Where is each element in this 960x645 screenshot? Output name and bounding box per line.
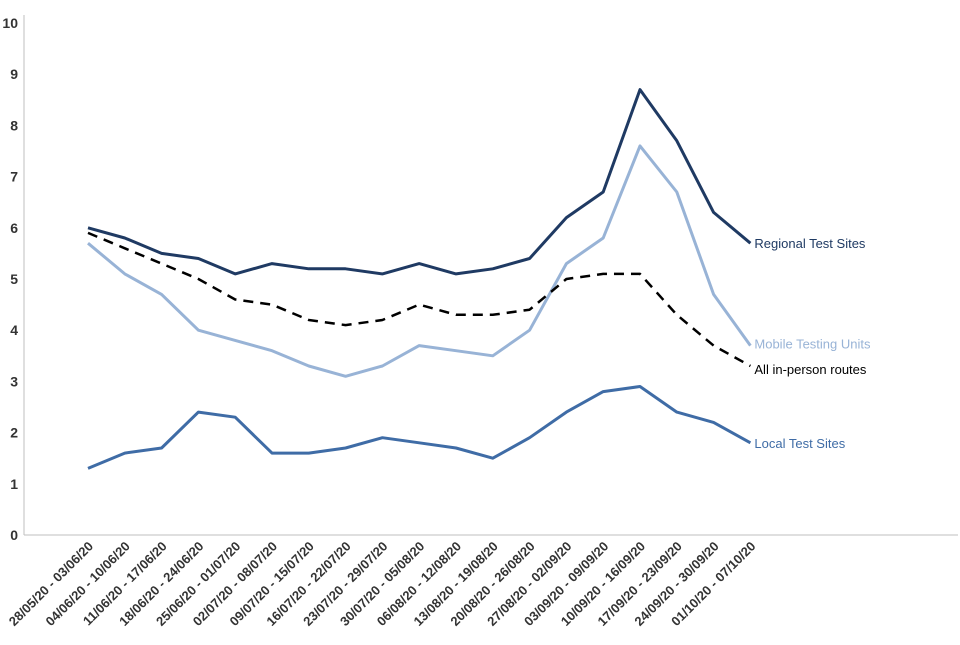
y-tick-label: 5 [10,271,18,287]
series-line-regional-test-sites [88,90,750,274]
y-tick-label: 8 [10,117,18,133]
series-label: Local Test Sites [754,436,845,451]
series-line-local-test-sites [88,387,750,469]
y-tick-label: 4 [10,322,18,338]
y-tick-label: 10 [2,15,18,31]
y-tick-label: 1 [10,476,18,492]
series-label: Regional Test Sites [754,236,866,251]
y-tick-label: 3 [10,373,18,389]
y-axis-ticks: 0 1 2 3 4 5 6 7 8 9 10 [2,15,18,543]
y-tick-label: 7 [10,169,18,185]
series-label: Mobile Testing Units [754,337,871,352]
series-label: All in-person routes [754,362,866,377]
y-tick-label: 9 [10,66,18,82]
y-tick-label: 0 [10,527,18,543]
y-tick-label: 6 [10,220,18,236]
series-line-mobile-testing-units [88,146,750,376]
series-labels: Regional Test Sites Mobile Testing Units A… [754,236,871,451]
series-lines [88,89,751,468]
y-tick-label: 2 [10,425,18,441]
